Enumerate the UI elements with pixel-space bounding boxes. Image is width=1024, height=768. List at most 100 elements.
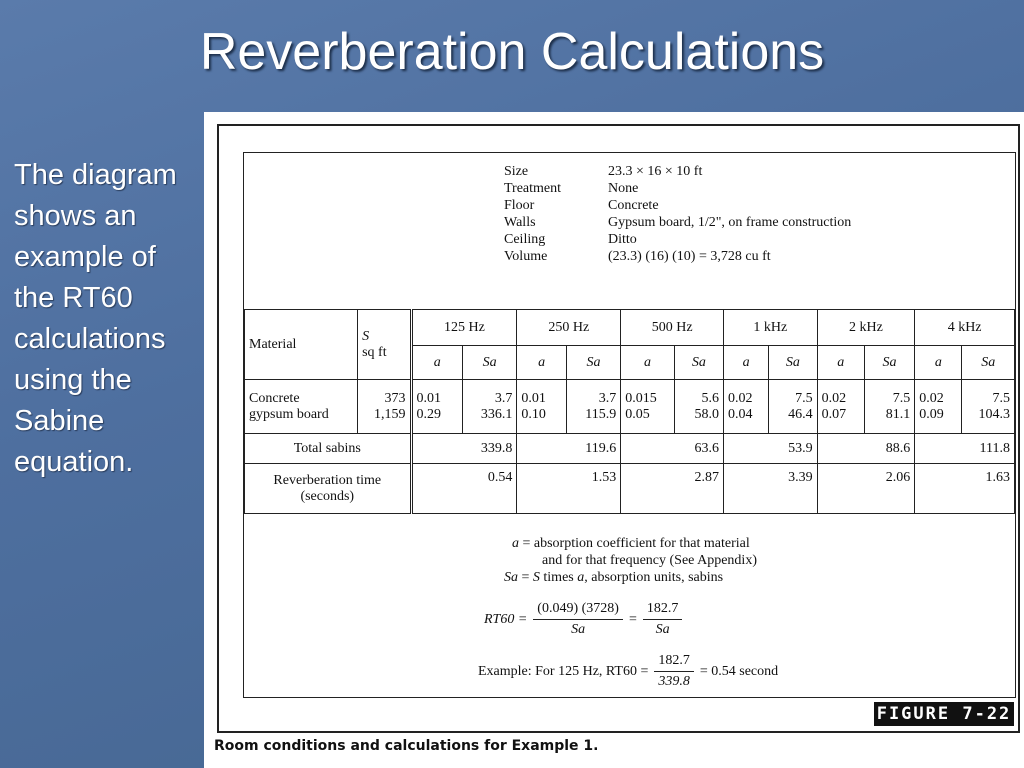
sa-column-label: Sa xyxy=(863,345,916,380)
slide-description: The diagram shows an example of the RT60… xyxy=(14,159,177,478)
sa-values: 3.7 115.9 xyxy=(565,379,622,434)
a-column-label: a xyxy=(816,345,865,380)
a-value: 0.015 xyxy=(625,390,657,406)
sa-value: 81.1 xyxy=(885,406,911,422)
s-symbol: S xyxy=(532,570,540,585)
condition-key: Volume xyxy=(504,249,548,264)
sa-value: 115.9 xyxy=(585,406,617,422)
sa-column-label: Sa xyxy=(673,345,725,380)
a-column-label: a xyxy=(410,345,463,380)
condition-key: Floor xyxy=(504,198,535,213)
condition-value: None xyxy=(608,181,639,196)
reverberation-time-value: 3.39 xyxy=(723,463,818,514)
figure-frame: Size 23.3 × 16 × 10 ft Treatment None Floo… xyxy=(217,124,1020,733)
sa-column-label: Sa xyxy=(565,345,622,380)
freq-header: 125 Hz xyxy=(410,309,518,346)
freq-header: 2 kHz xyxy=(816,309,916,346)
formula-fraction: (0.049) (3728) Sa xyxy=(533,601,623,638)
condition-key: Ceiling xyxy=(504,232,546,247)
a-value: 0.29 xyxy=(416,406,442,422)
reverberation-time-value: 2.06 xyxy=(816,463,916,514)
sa-value: 336.1 xyxy=(480,406,513,422)
sa-value: 5.6 xyxy=(701,390,720,406)
a-value: 0.01 xyxy=(416,390,442,406)
total-sabins-value: 111.8 xyxy=(914,433,1015,464)
sa-value: 7.5 xyxy=(892,390,911,406)
rt60-label: RT60 = xyxy=(484,611,528,627)
room-conditions: Size 23.3 × 16 × 10 ft Treatment None Floo… xyxy=(504,163,851,265)
a-symbol: a xyxy=(577,570,585,585)
reverberation-time-value: 1.63 xyxy=(914,463,1015,514)
condition-key: Treatment xyxy=(504,181,562,196)
reverberation-time-value: 0.54 xyxy=(410,463,518,514)
sa-definition-part: = xyxy=(518,570,533,585)
reverberation-time-value: 1.53 xyxy=(516,463,622,514)
definitions: a = absorption coefficient for that mate… xyxy=(504,535,757,586)
fraction-denominator: Sa xyxy=(571,622,586,637)
sa-value: 46.4 xyxy=(788,406,813,422)
a-value: 0.05 xyxy=(625,406,650,422)
condition-value: 23.3 × 16 × 10 ft xyxy=(608,164,703,179)
rt60-formula: RT60 = (0.049) (3728) Sa = 182.7 Sa xyxy=(484,601,683,638)
a-value: 0.10 xyxy=(521,406,546,422)
sa-definition-part: , absorption units, sabins xyxy=(584,570,724,585)
a-column-label: a xyxy=(516,345,567,380)
example-result: = 0.54 second xyxy=(699,663,779,679)
a-column-label: a xyxy=(723,345,770,380)
area-value: 373 xyxy=(384,390,406,406)
freq-header: 500 Hz xyxy=(620,309,725,346)
fraction-numerator: 182.7 xyxy=(654,653,694,672)
reverberation-time-label: Reverberation time (seconds) xyxy=(244,463,413,514)
material-name: gypsum board xyxy=(249,406,329,422)
figure-label: FIGURE 7-22 xyxy=(874,702,1014,726)
condition-value: (23.3) (16) (10) = 3,728 cu ft xyxy=(608,249,771,264)
total-sabins-value: 88.6 xyxy=(816,433,916,464)
sa-value: 7.5 xyxy=(795,390,813,406)
total-sabins-value: 53.9 xyxy=(723,433,818,464)
calculation-sheet: Size 23.3 × 16 × 10 ft Treatment None Floo… xyxy=(243,152,1016,698)
condition-value: Gypsum board, 1/2", on frame constructio… xyxy=(608,215,852,230)
sa-value: 58.0 xyxy=(694,406,720,422)
sa-symbol: Sa xyxy=(504,570,518,585)
a-value: 0.09 xyxy=(919,406,944,422)
a-value: 0.02 xyxy=(821,390,847,406)
equals-sign: = xyxy=(628,611,637,627)
sa-column-label: Sa xyxy=(768,345,818,380)
a-values: 0.02 0.09 xyxy=(914,379,963,434)
area-value: 1,159 xyxy=(374,406,406,422)
figure-caption: Room conditions and calculations for Exa… xyxy=(214,738,599,754)
figure-panel: Size 23.3 × 16 × 10 ft Treatment None Floo… xyxy=(204,112,1024,768)
a-definition-cont: and for that frequency (See Appendix) xyxy=(542,553,757,568)
sa-definition-part: times xyxy=(539,570,578,585)
material-areas: 373 1,159 xyxy=(357,379,413,434)
condition-key: Walls xyxy=(504,215,536,230)
rt-label-line: (seconds) xyxy=(300,488,355,504)
sa-value: 104.3 xyxy=(978,406,1011,422)
a-column-label: a xyxy=(620,345,675,380)
material-names: Concrete gypsum board xyxy=(243,379,359,434)
sa-values: 7.5 104.3 xyxy=(961,379,1015,434)
a-symbol: a xyxy=(512,536,519,551)
material-header: Material xyxy=(243,309,359,380)
freq-header: 1 kHz xyxy=(723,309,818,346)
fraction-denominator: 339.8 xyxy=(658,674,690,689)
example-label: Example: For 125 Hz, RT60 = xyxy=(478,663,649,679)
fraction-denominator: Sa xyxy=(655,622,670,637)
sa-value: 3.7 xyxy=(598,390,617,406)
a-column-label: a xyxy=(914,345,963,380)
condition-value: Ditto xyxy=(608,232,637,247)
formula-fraction: 182.7 Sa xyxy=(642,601,683,638)
sa-value: 7.5 xyxy=(992,390,1011,406)
a-values: 0.015 0.05 xyxy=(620,379,675,434)
example-formula: Example: For 125 Hz, RT60 = 182.7 339.8 … xyxy=(478,653,778,690)
sa-values: 5.6 58.0 xyxy=(673,379,725,434)
a-values: 0.02 0.04 xyxy=(723,379,770,434)
condition-value: Concrete xyxy=(608,198,659,213)
sa-values: 3.7 336.1 xyxy=(461,379,518,434)
sa-values: 7.5 46.4 xyxy=(768,379,818,434)
fraction-numerator: (0.049) (3728) xyxy=(533,601,623,620)
freq-header: 250 Hz xyxy=(516,309,622,346)
sa-values: 7.5 81.1 xyxy=(863,379,916,434)
a-value: 0.02 xyxy=(728,390,753,406)
